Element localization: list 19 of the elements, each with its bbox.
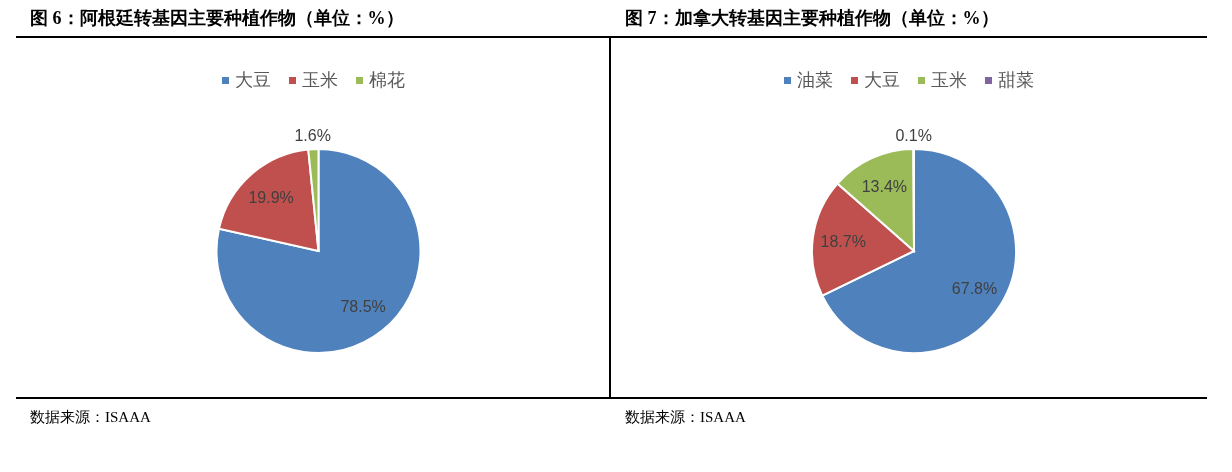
- legend-label: 大豆: [864, 69, 900, 92]
- source-note: 数据来源：ISAAA: [30, 408, 151, 427]
- legend-label: 棉花: [369, 69, 405, 92]
- legend-label: 玉米: [302, 69, 338, 92]
- data-label: 78.5%: [340, 298, 386, 316]
- legend-label: 油菜: [797, 69, 833, 92]
- data-label: 18.7%: [820, 232, 866, 250]
- data-label: 0.1%: [895, 126, 932, 144]
- chart-title: 图 6：阿根廷转基因主要种植作物（单位：%）: [30, 7, 404, 30]
- data-label: 67.8%: [951, 280, 998, 298]
- chart-title: 图 7：加拿大转基因主要种植作物（单位：%）: [625, 7, 999, 30]
- data-label: 1.6%: [294, 126, 331, 144]
- pie-slice: [215, 148, 422, 354]
- data-label: 19.9%: [248, 189, 294, 207]
- legend-label: 甜菜: [998, 69, 1034, 92]
- source-note: 数据来源：ISAAA: [625, 408, 746, 427]
- data-label: 13.4%: [861, 177, 908, 195]
- legend-label: 大豆: [235, 69, 271, 92]
- legend-label: 玉米: [931, 69, 967, 92]
